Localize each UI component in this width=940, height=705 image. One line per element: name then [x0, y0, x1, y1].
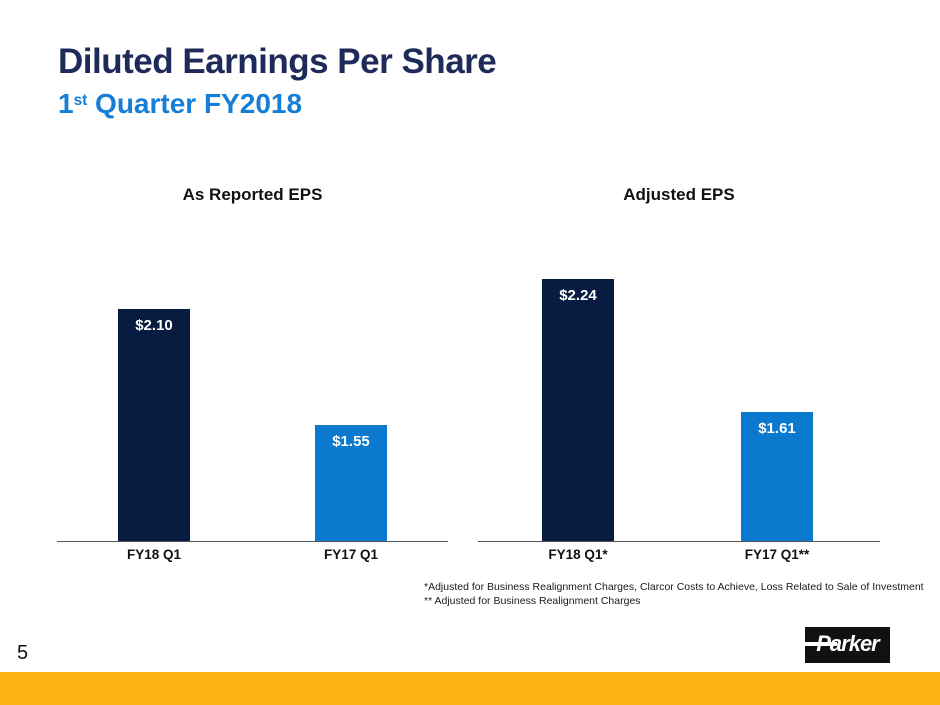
footer-accent-bar [0, 672, 940, 705]
category-label-fy18-q1-adjusted: FY18 Q1* [548, 547, 608, 562]
bar-fy18-q1: $2.10 [118, 309, 190, 541]
footnote-line-2: ** Adjusted for Business Realignment Cha… [424, 595, 641, 607]
x-axis-line-right [478, 541, 880, 542]
x-axis-line-left [57, 541, 448, 542]
subtitle-text: Quarter FY2018 [87, 88, 303, 119]
bar-value-fy18-q1-adjusted: $2.24 [559, 287, 597, 304]
page-number: 5 [17, 642, 29, 664]
bar-fy18-q1-adjusted: $2.24 [542, 279, 614, 541]
footnote-line-1: *Adjusted for Business Realignment Charg… [424, 581, 924, 593]
bar-value-fy18-q1: $2.10 [135, 317, 173, 334]
subtitle-number: 1 [58, 88, 74, 119]
slide-subtitle: 1st Quarter FY2018 [58, 88, 302, 120]
slide-title: Diluted Earnings Per Share [58, 42, 497, 81]
bar-value-fy17-q1-adjusted: $1.61 [758, 420, 796, 437]
parker-logo-dash [783, 642, 837, 646]
footnotes: *Adjusted for Business Realignment Charg… [424, 580, 924, 608]
bar-value-fy17-q1: $1.55 [332, 433, 370, 450]
bar-fy17-q1: $1.55 [315, 425, 387, 541]
as-reported-eps-chart: As Reported EPS $2.10 $1.55 FY18 Q1 FY17… [57, 182, 448, 572]
subtitle-ordinal-suffix: st [73, 92, 88, 110]
adjusted-eps-chart-title: Adjusted EPS [623, 185, 735, 204]
category-label-fy17-q1: FY17 Q1 [323, 547, 379, 562]
category-label-fy17-q1-adjusted: FY17 Q1** [744, 547, 810, 562]
bar-fy17-q1-adjusted: $1.61 [741, 412, 813, 541]
adjusted-eps-chart: Adjusted EPS $2.24 $1.61 FY18 Q1* FY17 Q… [478, 182, 880, 572]
category-label-fy18-q1: FY18 Q1 [126, 547, 182, 562]
as-reported-eps-chart-title: As Reported EPS [182, 185, 323, 204]
parker-logo: Parker [805, 627, 890, 663]
